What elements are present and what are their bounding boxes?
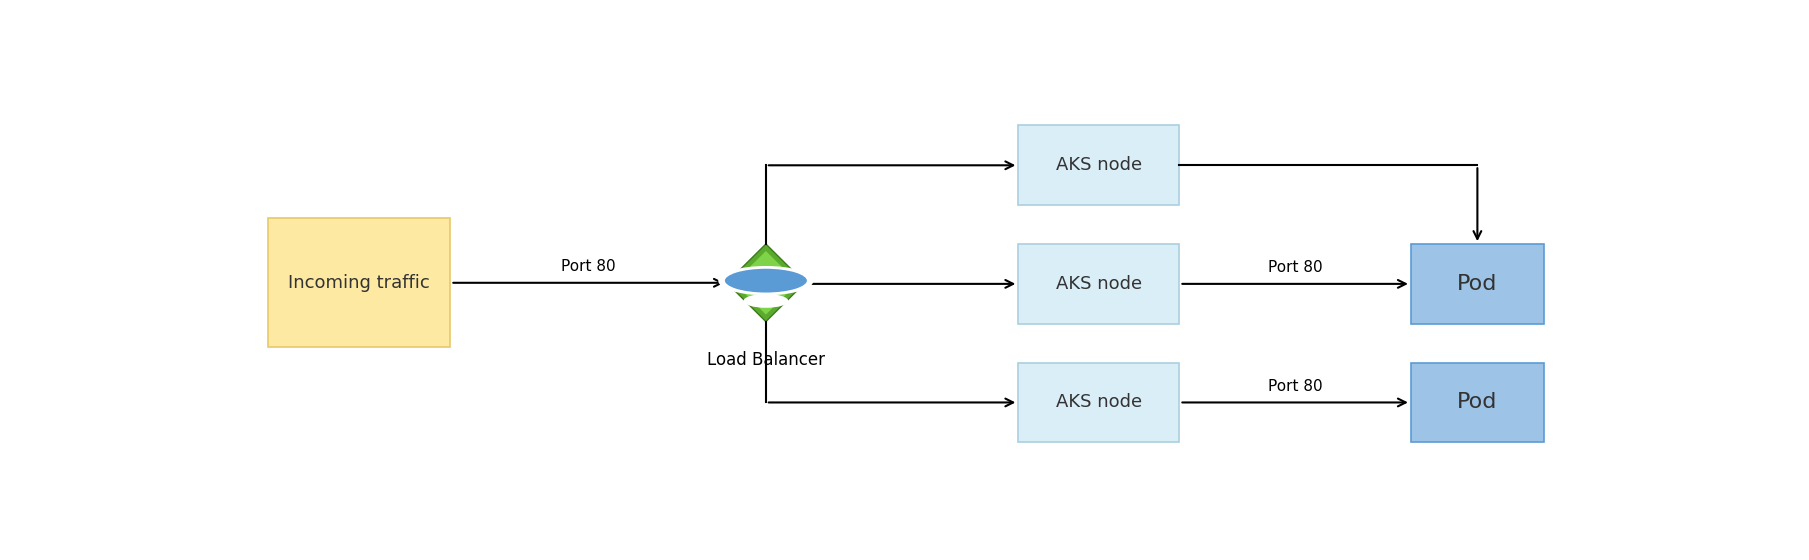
FancyBboxPatch shape <box>1018 125 1179 205</box>
Text: AKS node: AKS node <box>1056 394 1141 412</box>
Text: Pod: Pod <box>1458 393 1498 413</box>
Text: Port 80: Port 80 <box>1268 260 1322 276</box>
Text: Incoming traffic: Incoming traffic <box>288 274 431 292</box>
FancyBboxPatch shape <box>268 218 450 347</box>
Circle shape <box>743 294 789 308</box>
FancyBboxPatch shape <box>1411 244 1545 324</box>
Polygon shape <box>727 244 805 321</box>
Text: Port 80: Port 80 <box>1268 379 1322 394</box>
Text: AKS node: AKS node <box>1056 156 1141 174</box>
Text: Load Balancer: Load Balancer <box>707 352 825 370</box>
Circle shape <box>718 266 814 295</box>
Circle shape <box>724 268 809 293</box>
FancyBboxPatch shape <box>1018 362 1179 442</box>
Text: Port 80: Port 80 <box>561 259 615 274</box>
FancyBboxPatch shape <box>1018 244 1179 324</box>
Text: Pod: Pod <box>1458 274 1498 294</box>
Text: AKS node: AKS node <box>1056 275 1141 293</box>
FancyBboxPatch shape <box>1411 362 1545 442</box>
Polygon shape <box>734 251 798 315</box>
